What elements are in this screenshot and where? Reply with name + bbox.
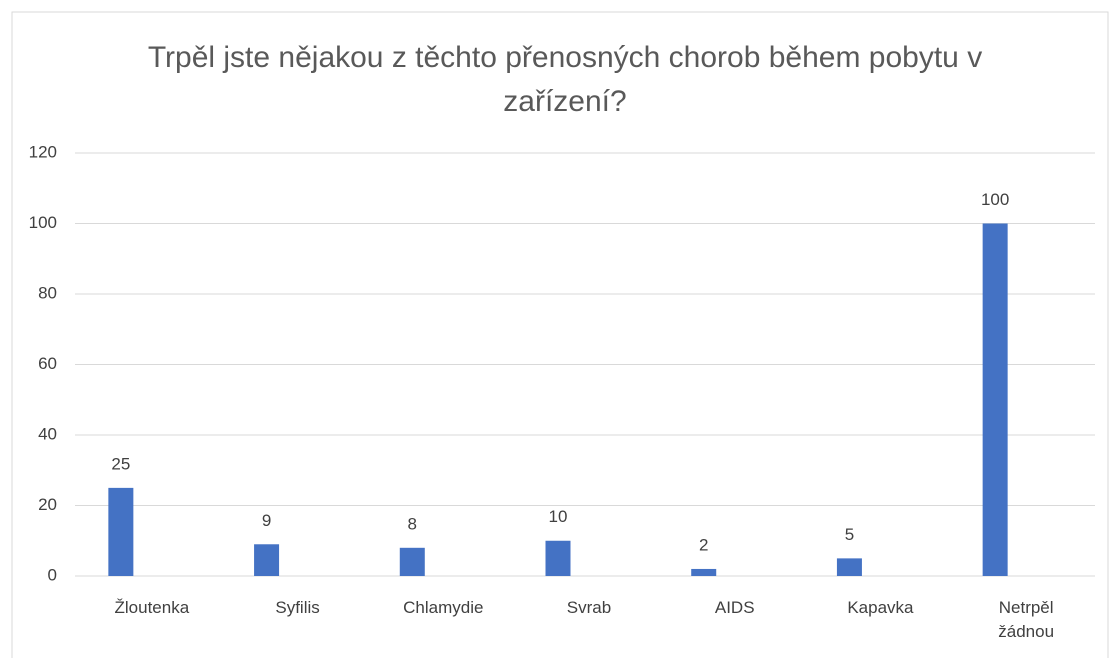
bar [399,547,425,576]
data-label: 100 [981,190,1009,209]
y-tick-label: 40 [38,424,57,443]
bar [108,487,134,576]
bar [254,544,280,576]
x-tick-label: Žloutenka [114,598,190,617]
x-tick-label: AIDS [714,598,755,617]
y-tick-label: 20 [38,495,57,514]
x-tick-label: Syfilis [275,598,320,617]
chart-border [11,11,1109,658]
x-tick-label: Svrab [566,598,612,617]
y-tick-label: 60 [38,354,57,373]
data-label: 8 [408,514,417,533]
y-tick-label: 100 [29,213,57,232]
bar [691,568,717,576]
x-tick-label: Kapavka [847,598,914,617]
data-label: 9 [262,511,271,530]
y-tick-label: 120 [29,142,57,161]
bar [836,558,862,576]
x-tick-label: Chlamydie [403,598,484,617]
bar [982,223,1008,576]
y-tick-label: 80 [38,283,57,302]
data-label: 5 [845,525,854,544]
data-label: 25 [111,454,130,473]
bar [545,540,571,576]
y-tick-label: 0 [48,565,57,584]
data-label: 10 [549,507,568,526]
data-label: 2 [699,535,708,554]
chart-title: Trpěl jste nějakou z těchto přenosných c… [147,41,983,118]
x-tick-label: Netrpěl žádnou [998,598,1055,641]
